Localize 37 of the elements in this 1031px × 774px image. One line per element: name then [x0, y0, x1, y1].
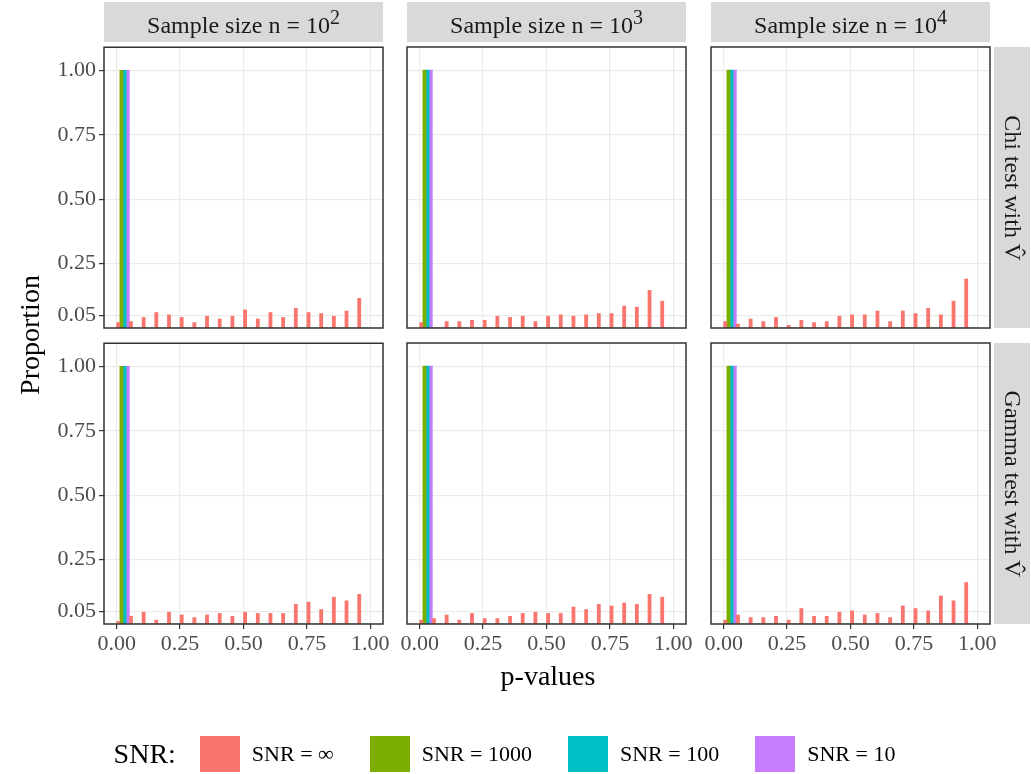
y2-axis-title: Gamma test with V̂: [998, 390, 1026, 577]
x-tick-label: 1.00: [351, 629, 390, 655]
legend-label: SNR = 10: [807, 741, 896, 767]
x-tick-label: 1.00: [958, 629, 997, 655]
x-tick-label: 0.25: [767, 629, 807, 655]
x-tick-label: 1.00: [654, 629, 693, 655]
y-tick-label: 0.75: [57, 120, 96, 146]
x-axis-title: p-values: [500, 660, 596, 692]
y-tick-label: 1.00: [57, 56, 96, 82]
x-tick-label: 0.00: [97, 629, 136, 655]
y-tick-label: 1.00: [57, 352, 96, 378]
x-tick-label: 0.75: [287, 629, 327, 655]
chart-title: Sample size n = 10$^{4}$: [754, 5, 947, 39]
y-tick-label: 0.05: [57, 300, 96, 326]
y-tick-label: 0.25: [57, 249, 96, 275]
y-tick-label: 0.75: [57, 416, 96, 442]
legend-label: SNR = 1000: [421, 741, 532, 767]
y-tick-label: 0.05: [57, 596, 96, 622]
x-tick-label: 0.25: [160, 629, 200, 655]
x-tick-label: 0.00: [400, 629, 439, 655]
legend-label: SNR = ∞: [251, 741, 334, 767]
x-tick-label: 0.75: [590, 629, 630, 655]
x-tick-label: 0.75: [894, 629, 934, 655]
y2-axis-title: Chi test with V̂: [998, 114, 1026, 261]
y-tick-label: 0.50: [57, 184, 96, 210]
y-tick-label: 0.25: [57, 545, 96, 571]
chart-title: Sample size n = 10$^{3}$: [450, 5, 643, 39]
x-tick-label: 0.50: [527, 629, 566, 655]
chart-title: Sample size n = 10$^{2}$: [147, 5, 340, 39]
x-tick-label: 0.25: [463, 629, 503, 655]
x-tick-label: 0.50: [224, 629, 263, 655]
legend-title: SNR:: [113, 738, 176, 770]
x-tick-label: 0.00: [704, 629, 743, 655]
y-axis-title: Proportion: [14, 275, 46, 395]
x-tick-label: 0.50: [831, 629, 870, 655]
legend-label: SNR = 100: [619, 741, 720, 767]
y-tick-label: 0.50: [57, 480, 96, 506]
